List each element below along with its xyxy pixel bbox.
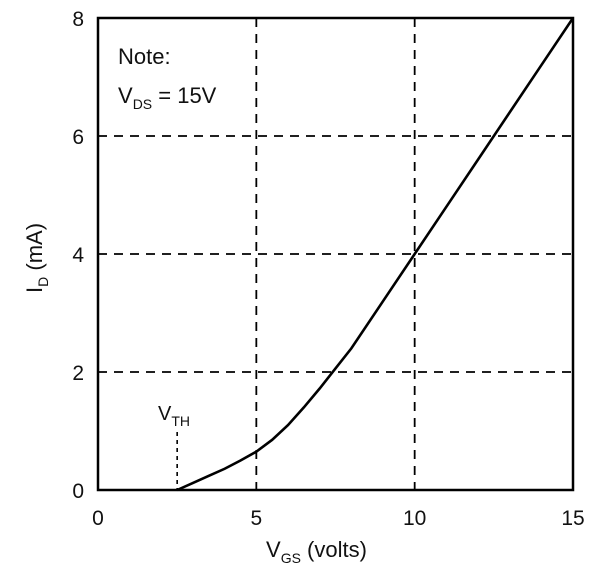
x-tick-label: 10 (403, 507, 426, 530)
note-vds: VDS = 15V (118, 83, 217, 112)
y-axis-title: ID (mA) (22, 223, 51, 293)
x-tick-label: 5 (250, 507, 262, 530)
x-tick-label: 15 (561, 507, 584, 530)
axis-ticks: 0 5 10 15 0 2 4 6 8 (72, 8, 584, 530)
x-tick-label: 0 (92, 507, 104, 530)
y-tick-label: 6 (72, 126, 84, 149)
x-axis-title: VGS (volts) (266, 537, 367, 566)
y-tick-label: 8 (72, 8, 84, 31)
note-label: Note: (118, 44, 171, 69)
y-tick-label: 4 (72, 244, 84, 267)
y-tick-label: 2 (72, 362, 84, 385)
id-vgs-curve (176, 17, 575, 492)
y-tick-label: 0 (72, 480, 84, 503)
plot-frame (96, 16, 575, 492)
vth-label: VTH (158, 403, 190, 429)
